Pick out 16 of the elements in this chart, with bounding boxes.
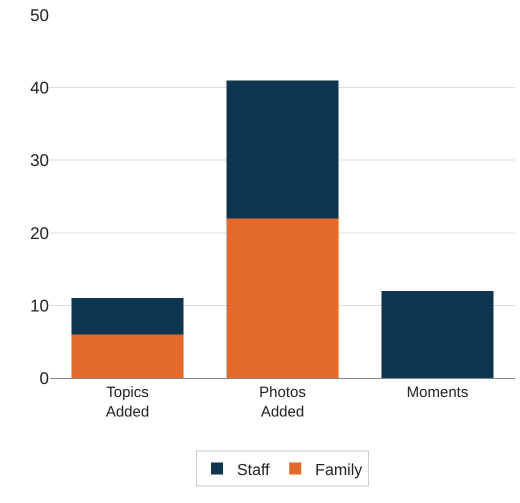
y-tick-label: 30 (30, 151, 49, 170)
bar (226, 80, 338, 218)
x-tick-label: Photos Added (259, 384, 306, 420)
bar (382, 290, 494, 378)
bar (72, 298, 184, 334)
y-tick-label: 20 (30, 224, 49, 243)
legend-label: Family (315, 462, 362, 479)
x-tick-label: Moments (406, 384, 468, 401)
bar (226, 218, 338, 378)
legend-label: Staff (237, 462, 270, 479)
x-tick-label: Topics Added (106, 384, 150, 420)
bar (72, 334, 184, 378)
y-tick-label: 40 (30, 78, 49, 98)
y-tick-label: 50 (30, 6, 49, 25)
y-tick-label: 0 (40, 368, 49, 388)
y-tick-label: 10 (30, 296, 49, 316)
